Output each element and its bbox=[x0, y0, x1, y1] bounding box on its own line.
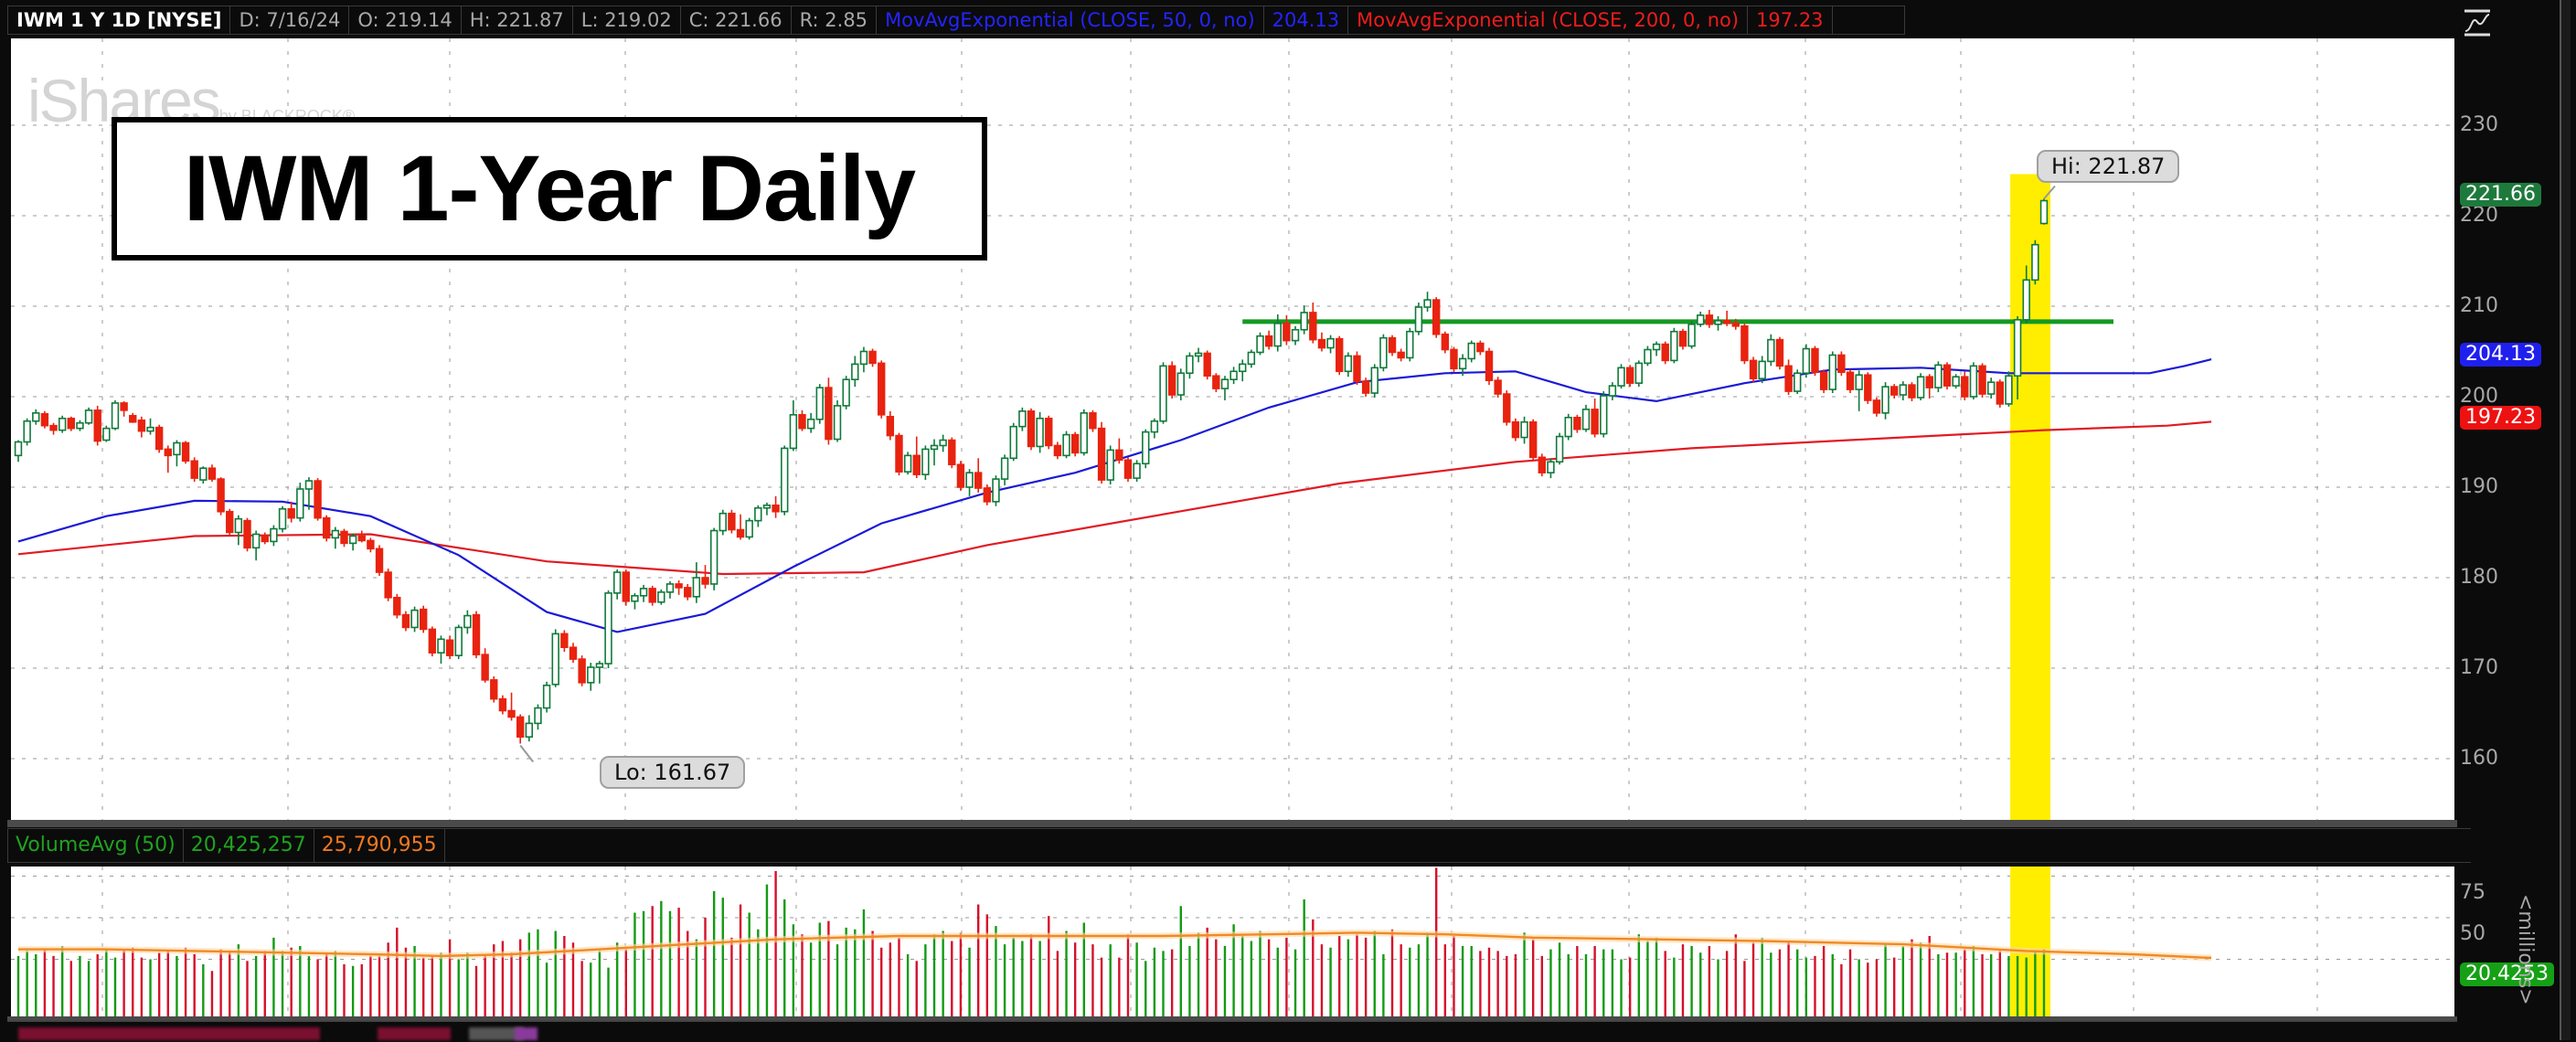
chart-header: IWM 1 Y 1D [NYSE] D: 7/16/24 O: 219.14 H… bbox=[7, 5, 1905, 35]
price-tick: 210 bbox=[2460, 294, 2498, 317]
ema50-badge: 204.13 bbox=[2460, 343, 2541, 367]
high-value: H: 221.87 bbox=[460, 5, 572, 35]
price-tick: 200 bbox=[2460, 385, 2498, 408]
price-tick: 230 bbox=[2460, 113, 2498, 136]
header-spacer bbox=[1831, 5, 1905, 35]
ema200-value: 197.23 bbox=[1747, 5, 1832, 35]
price-axis[interactable]: 230 220 210 200 190 180 170 160 221.66 2… bbox=[2457, 38, 2558, 820]
volume-tick: 75 bbox=[2460, 881, 2486, 904]
open-value: O: 219.14 bbox=[348, 5, 461, 35]
volume-unit-label: <millions> bbox=[2514, 894, 2537, 1005]
volume-value: 20,425,257 bbox=[182, 828, 314, 863]
symbol-label[interactable]: IWM 1 Y 1D [NYSE] bbox=[7, 5, 230, 35]
volume-header: VolumeAvg (50) 20,425,257 25,790,955 bbox=[7, 828, 2471, 863]
price-tick: 160 bbox=[2460, 747, 2498, 770]
low-callout: Lo: 161.67 bbox=[600, 756, 746, 789]
volume-axis[interactable]: 75 50 20.4253 bbox=[2457, 867, 2558, 1016]
ema50-value: 204.13 bbox=[1262, 5, 1348, 35]
volume-header-spacer bbox=[443, 828, 2471, 863]
lower-study-obscured bbox=[515, 1027, 538, 1040]
volume-badge: 20.4253 bbox=[2460, 962, 2554, 986]
chart-title-box: IWM 1-Year Daily bbox=[112, 117, 987, 260]
volume-pane[interactable] bbox=[11, 867, 2454, 1016]
close-value: C: 221.66 bbox=[679, 5, 791, 35]
candlestick-chart bbox=[11, 38, 2454, 820]
volume-chart bbox=[11, 867, 2454, 1016]
high-callout: Hi: 221.87 bbox=[2037, 150, 2180, 183]
date-value: D: 7/16/24 bbox=[229, 5, 349, 35]
ema200-label[interactable]: MovAvgExponential (CLOSE, 200, 0, no) bbox=[1347, 5, 1748, 35]
pane-separator[interactable] bbox=[7, 820, 2457, 827]
volume-avg-label[interactable]: VolumeAvg (50) bbox=[7, 828, 183, 863]
ema200-badge: 197.23 bbox=[2460, 406, 2541, 430]
ema50-label[interactable]: MovAvgExponential (CLOSE, 50, 0, no) bbox=[876, 5, 1263, 35]
price-tick: 190 bbox=[2460, 475, 2498, 498]
chart-title: IWM 1-Year Daily bbox=[183, 136, 916, 240]
volume-avg-value: 25,790,955 bbox=[313, 828, 444, 863]
price-tick: 170 bbox=[2460, 656, 2498, 679]
range-value: R: 2.85 bbox=[790, 5, 877, 35]
low-value: L: 219.02 bbox=[571, 5, 680, 35]
vertical-scrollbar[interactable] bbox=[2560, 0, 2571, 1040]
pane-separator-bottom[interactable] bbox=[7, 1016, 2457, 1020]
price-tick: 220 bbox=[2460, 204, 2498, 227]
price-tick: 180 bbox=[2460, 566, 2498, 589]
lower-study-header bbox=[7, 1020, 2457, 1042]
last-price-badge: 221.66 bbox=[2460, 183, 2541, 207]
volume-tick: 50 bbox=[2460, 922, 2486, 945]
studies-icon[interactable] bbox=[2461, 7, 2494, 38]
lower-study-obscured bbox=[18, 1027, 320, 1040]
lower-study-obscured bbox=[469, 1027, 524, 1040]
lower-study-obscured bbox=[378, 1027, 451, 1040]
